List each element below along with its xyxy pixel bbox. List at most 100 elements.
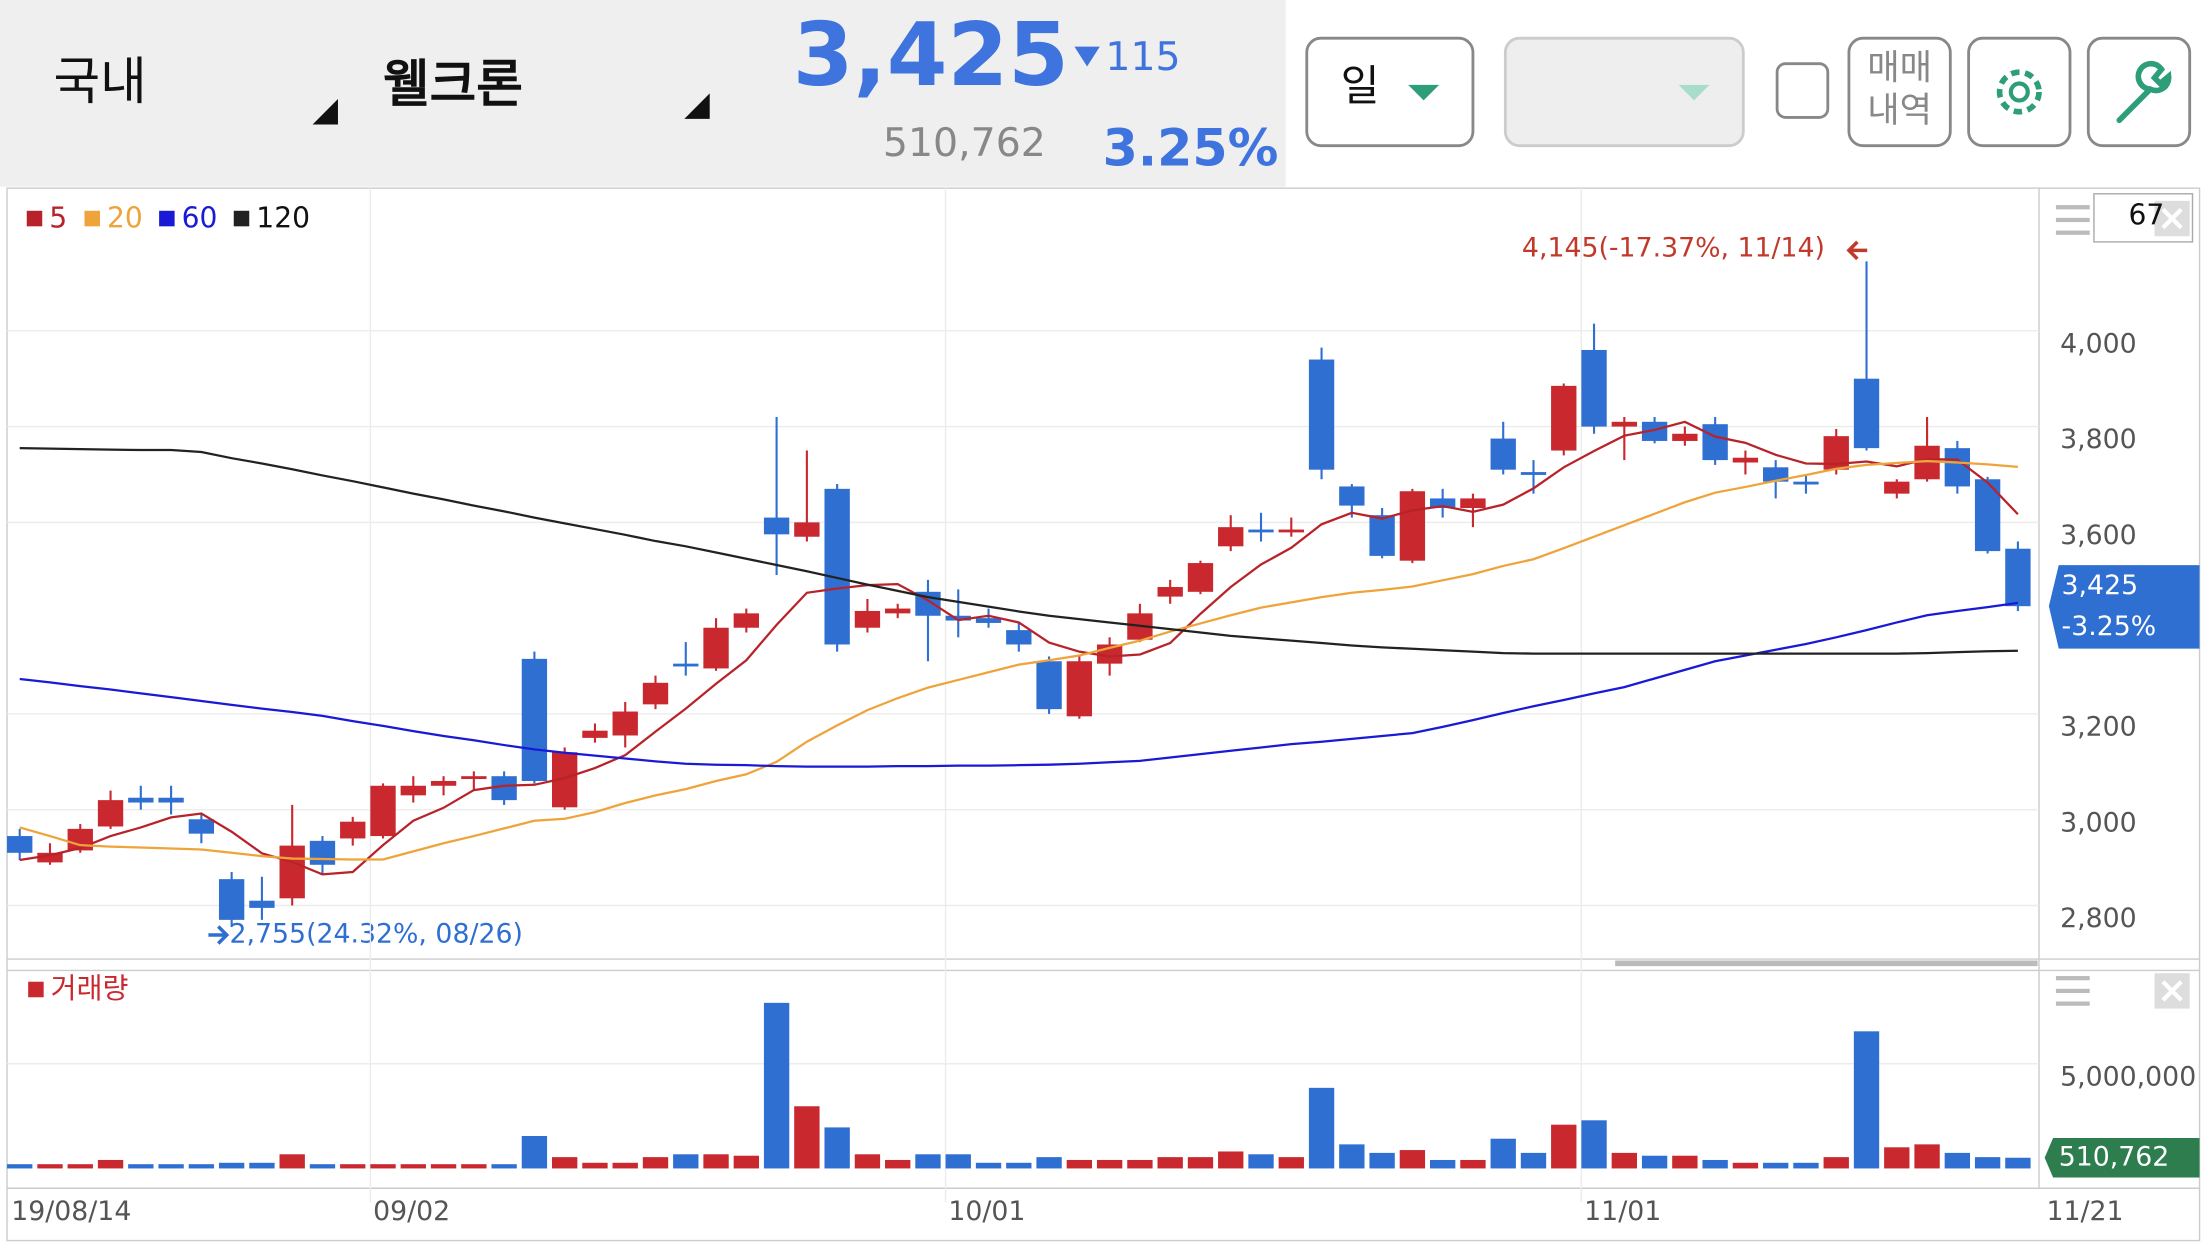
period-dropdown[interactable]: 일 [1305, 36, 1475, 148]
candle-body [1308, 359, 1335, 470]
candle-body [854, 610, 881, 628]
candle-body [673, 663, 699, 667]
period-label: 일 [1341, 62, 1380, 111]
legend-swatch [159, 210, 175, 227]
volume-bar [1006, 1162, 1032, 1169]
y-tick-label: 4,000 [2060, 328, 2137, 359]
candle-body [400, 785, 426, 796]
x-tick-label: 19/08/14 [11, 1196, 131, 1227]
button[interactable] [1847, 36, 1952, 148]
volume-bar [1127, 1159, 1153, 1169]
change-rate: 3.25% [1103, 118, 1279, 177]
volume-bar [340, 1164, 366, 1169]
menu-icon[interactable] [2055, 205, 2090, 235]
button[interactable] [1967, 36, 2072, 148]
volume-bar [1460, 1159, 1486, 1169]
change: 115 [1105, 34, 1180, 80]
legend-label: 20 [107, 201, 143, 234]
volume-bar [1914, 1144, 1940, 1169]
close-x [2161, 207, 2183, 230]
price-tag [2048, 565, 2200, 649]
checkbox[interactable] [1775, 62, 1830, 119]
high-arrow [1846, 240, 1868, 261]
candle-body [128, 797, 154, 803]
candle-body [1672, 433, 1698, 441]
legend-swatch [26, 210, 43, 227]
volume-bar [1399, 1150, 1426, 1169]
volume-bar [1611, 1152, 1637, 1169]
wrench-icon [2116, 60, 2172, 124]
candle-body [824, 488, 850, 645]
volume-bar [612, 1162, 638, 1169]
y-tick-label: 3,000 [2060, 807, 2137, 838]
volume-bar [1308, 1087, 1335, 1169]
header-bg [0, 0, 1286, 187]
volume-bar [552, 1157, 578, 1169]
candle-body [370, 785, 396, 837]
y-tick-label: 5,000,000 [2060, 1061, 2196, 1092]
history-button[interactable]: 매매 내역 [1847, 36, 1952, 148]
volume-bar [1581, 1120, 1607, 1169]
volume-bar [1793, 1162, 1819, 1169]
candle-body [2005, 548, 2031, 607]
candle-body [37, 852, 63, 863]
volume-bar [461, 1164, 487, 1169]
button[interactable] [1503, 36, 1745, 148]
button-label: 내역 [1867, 90, 1932, 131]
volume-bar [1369, 1152, 1395, 1169]
candle-body [582, 730, 608, 738]
button[interactable] [2086, 36, 2192, 148]
candle-body [1490, 438, 1516, 470]
candle-body [1248, 529, 1274, 533]
volume-bar [1490, 1138, 1516, 1169]
dropdown-corner [312, 99, 338, 125]
volume-bar [158, 1164, 184, 1169]
candle-body [1187, 563, 1214, 592]
candle-body [218, 879, 245, 920]
price: 3,425 [793, 4, 1069, 106]
y-tick-label: 3,600 [2060, 520, 2137, 551]
candle-body [340, 821, 366, 839]
candle-body [945, 615, 971, 621]
button[interactable] [1305, 36, 1475, 148]
market-select[interactable]: 국내 [54, 52, 147, 111]
volume-bar [1218, 1151, 1244, 1169]
price-tag-price: 3,425 [2062, 570, 2139, 601]
candle-body [1763, 467, 1789, 482]
icon-bar [2055, 988, 2090, 994]
volume-title: 거래량 [51, 972, 129, 1005]
legend-label: 120 [256, 201, 310, 234]
x-tick-label: 10/01 [948, 1196, 1025, 1227]
volume-bar [673, 1154, 699, 1169]
stock-select[interactable]: 웰크론 [383, 55, 523, 114]
ma-line [19, 447, 2018, 655]
volume-bar [733, 1155, 759, 1169]
candle-body [491, 776, 517, 801]
menu-icon[interactable] [2055, 976, 2090, 1006]
plot [7, 261, 2031, 1169]
candle-body [703, 627, 729, 669]
volume-bar [279, 1154, 305, 1169]
candle-body [1157, 587, 1183, 597]
volume-bar [1066, 1159, 1093, 1169]
volume-bar [975, 1162, 1002, 1169]
empty-dropdown[interactable] [1503, 36, 1745, 148]
candle-body [1339, 486, 1365, 506]
candle-body [1036, 661, 1062, 710]
volume-bar [794, 1106, 820, 1169]
candle-body [1793, 481, 1819, 485]
candle-body [430, 780, 457, 786]
candle-body [885, 608, 911, 614]
candle-body [1884, 481, 1910, 494]
count-label: 67 [2129, 198, 2165, 231]
overlay: 5 20 60 120 3,425 -3.25% 510,762 [26, 201, 2200, 1178]
volume-bar [1763, 1162, 1789, 1169]
candle-body [642, 682, 669, 705]
candle-body [1429, 498, 1456, 509]
legend-label: 5 [49, 201, 67, 234]
settings-button[interactable] [1967, 36, 2072, 148]
tool-button[interactable] [2086, 36, 2192, 148]
low-arrow [208, 925, 230, 945]
candle-body [521, 658, 548, 781]
